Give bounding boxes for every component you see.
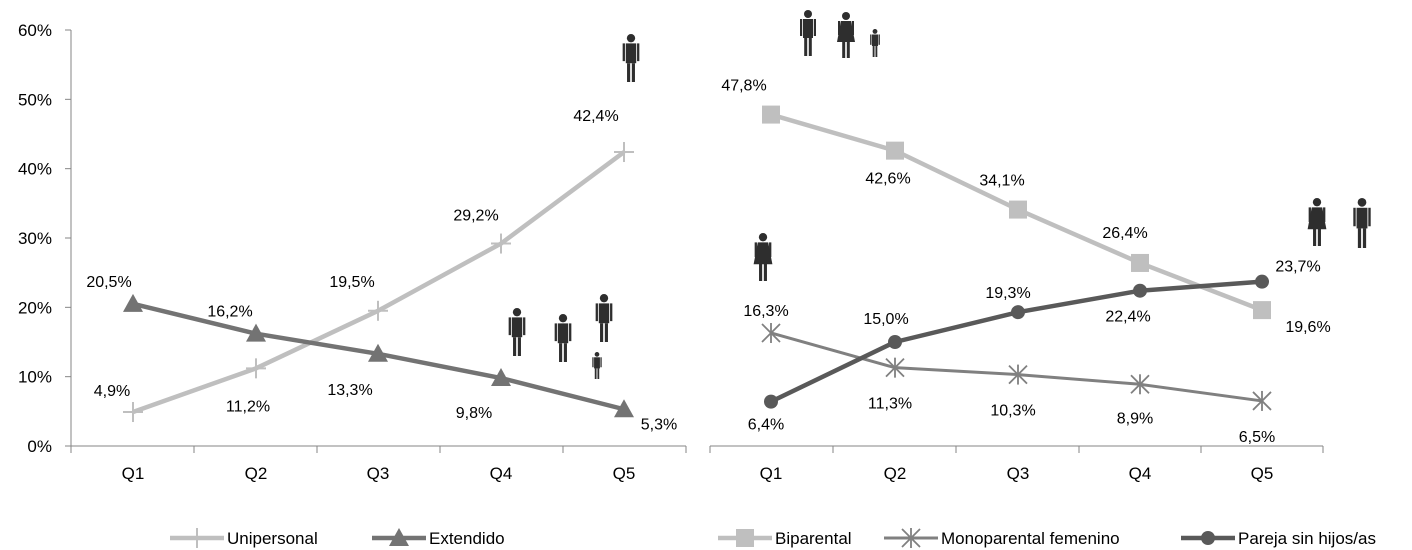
data-label-extendido-q1: 20,5% (86, 274, 131, 291)
y-tick-label-30: 30% (18, 229, 52, 248)
legend-item-unipersonal: Unipersonal (170, 528, 318, 548)
data-label-monoparental-femenino-q4: 8,9% (1117, 410, 1153, 427)
data-label-unipersonal-q1: 4,9% (94, 383, 130, 400)
legend-item-pareja-sin-hijos-as: Pareja sin hijos/as (1181, 529, 1376, 548)
point-pareja-sin-hijos-as-q3 (1011, 305, 1025, 320)
person-icon-extended-3 (595, 294, 613, 342)
person-icon-couple-woman (1307, 198, 1327, 246)
child-icon-extended (592, 352, 602, 379)
y-tick-label-60: 60% (18, 21, 52, 40)
data-label-biparental-q5: 19,6% (1285, 319, 1330, 336)
point-unipersonal-q5 (614, 142, 634, 163)
x-tick-label-1-q5: Q5 (613, 464, 636, 483)
point-biparental-q1 (762, 105, 780, 124)
legend-label-unipersonal: Unipersonal (227, 529, 318, 548)
point-biparental-q4 (1131, 253, 1149, 272)
data-label-extendido-q5: 5,3% (641, 416, 677, 433)
data-label-biparental-q1: 47,8% (721, 78, 766, 95)
point-unipersonal-q3 (368, 300, 388, 321)
point-extendido-q2 (246, 323, 266, 342)
point-monoparental-femenino-q2 (885, 357, 905, 378)
point-biparental-q2 (886, 141, 904, 160)
point-unipersonal-q1 (123, 402, 143, 423)
point-pareja-sin-hijos-as-q2 (888, 335, 902, 349)
x-tick-label-1-q4: Q4 (490, 464, 513, 483)
data-label-biparental-q3: 34,1% (979, 173, 1024, 190)
data-label-monoparental-femenino-q5: 6,5% (1239, 429, 1275, 446)
x-tick-label-2-q3: Q3 (1007, 464, 1030, 483)
person-icon-unipersonal (622, 34, 640, 82)
x-tick-label-1-q3: Q3 (367, 464, 390, 483)
x-tick-label-2-q5: Q5 (1251, 464, 1274, 483)
legend-item-biparental: Biparental (718, 529, 852, 548)
point-extendido-q4 (491, 368, 511, 387)
x-tick-label-2-q2: Q2 (884, 464, 907, 483)
data-label-extendido-q4: 9,8% (456, 405, 492, 422)
y-tick-label-20: 20% (18, 298, 52, 317)
point-pareja-sin-hijos-as-q5 (1255, 274, 1269, 289)
point-pareja-sin-hijos-as-q4 (1133, 283, 1147, 298)
x-tick-label-1-q2: Q2 (245, 464, 268, 483)
point-extendido-q1 (123, 293, 143, 312)
data-label-monoparental-femenino-q2: 11,3% (868, 396, 912, 413)
data-label-pareja-sin-hijos-as-q5: 23,7% (1275, 259, 1320, 276)
data-label-monoparental-femenino-q3: 10,3% (990, 403, 1035, 420)
point-unipersonal-q4 (491, 233, 511, 254)
point-biparental-q5 (1253, 301, 1271, 320)
data-label-unipersonal-q2: 11,2% (226, 398, 270, 415)
y-tick-label-40: 40% (18, 160, 52, 179)
legend-marker-extendido (389, 528, 409, 546)
point-unipersonal-q2 (246, 358, 266, 379)
point-monoparental-femenino-q3 (1008, 364, 1028, 385)
legend-item-monoparental-femenino: Monoparental femenino (884, 528, 1120, 548)
point-monoparental-femenino-q1 (761, 322, 781, 343)
data-label-extendido-q3: 13,3% (327, 382, 372, 399)
legend-label-biparental: Biparental (775, 529, 852, 548)
point-pareja-sin-hijos-as-q1 (764, 394, 778, 409)
point-biparental-q3 (1009, 200, 1027, 219)
person-icon-biparental-man (800, 10, 816, 56)
series-line-unipersonal (132, 150, 626, 415)
point-extendido-q5 (614, 399, 634, 418)
person-icon-couple-man (1353, 198, 1371, 248)
x-tick-label-2-q4: Q4 (1129, 464, 1152, 483)
legend-marker-monoparental-femenino (901, 528, 921, 548)
data-label-unipersonal-q3: 19,5% (329, 274, 374, 291)
data-label-monoparental-femenino-q1: 16,3% (743, 303, 788, 320)
x-tick-label-1-q1: Q1 (122, 464, 145, 483)
data-label-unipersonal-q5: 42,4% (573, 108, 618, 125)
point-extendido-q3 (368, 343, 388, 362)
legend-item-extendido: Extendido (372, 528, 505, 548)
point-monoparental-femenino-q5 (1252, 390, 1272, 411)
data-label-pareja-sin-hijos-as-q2: 15,0% (863, 311, 908, 328)
person-icon-extended-2 (554, 314, 572, 362)
legend-label-pareja-sin-hijos-as: Pareja sin hijos/as (1238, 529, 1376, 548)
legend-marker-biparental (736, 529, 754, 547)
child-icon-biparental (870, 29, 880, 57)
data-label-pareja-sin-hijos-as-q1: 6,4% (748, 417, 784, 434)
legend-marker-pareja-sin-hijos-as (1201, 531, 1215, 545)
data-label-pareja-sin-hijos-as-q4: 22,4% (1105, 309, 1150, 326)
data-label-unipersonal-q4: 29,2% (453, 208, 498, 225)
point-monoparental-femenino-q4 (1130, 374, 1150, 395)
person-icon-biparental-woman (837, 12, 855, 58)
legend-label-extendido: Extendido (429, 529, 505, 548)
data-label-biparental-q2: 42,6% (865, 171, 910, 188)
data-label-biparental-q4: 26,4% (1102, 225, 1147, 242)
y-tick-label-50: 50% (18, 90, 52, 109)
y-tick-label-10: 10% (18, 368, 52, 387)
legend-label-monoparental-femenino: Monoparental femenino (941, 529, 1120, 548)
person-icon-monoparental (753, 233, 773, 281)
person-icon-extended-1 (508, 308, 526, 356)
data-label-pareja-sin-hijos-as-q3: 19,3% (985, 285, 1030, 302)
data-label-extendido-q2: 16,2% (207, 304, 252, 321)
x-tick-label-2-q1: Q1 (760, 464, 783, 483)
legend-marker-unipersonal (187, 528, 207, 548)
y-tick-label-0: 0% (27, 437, 52, 456)
